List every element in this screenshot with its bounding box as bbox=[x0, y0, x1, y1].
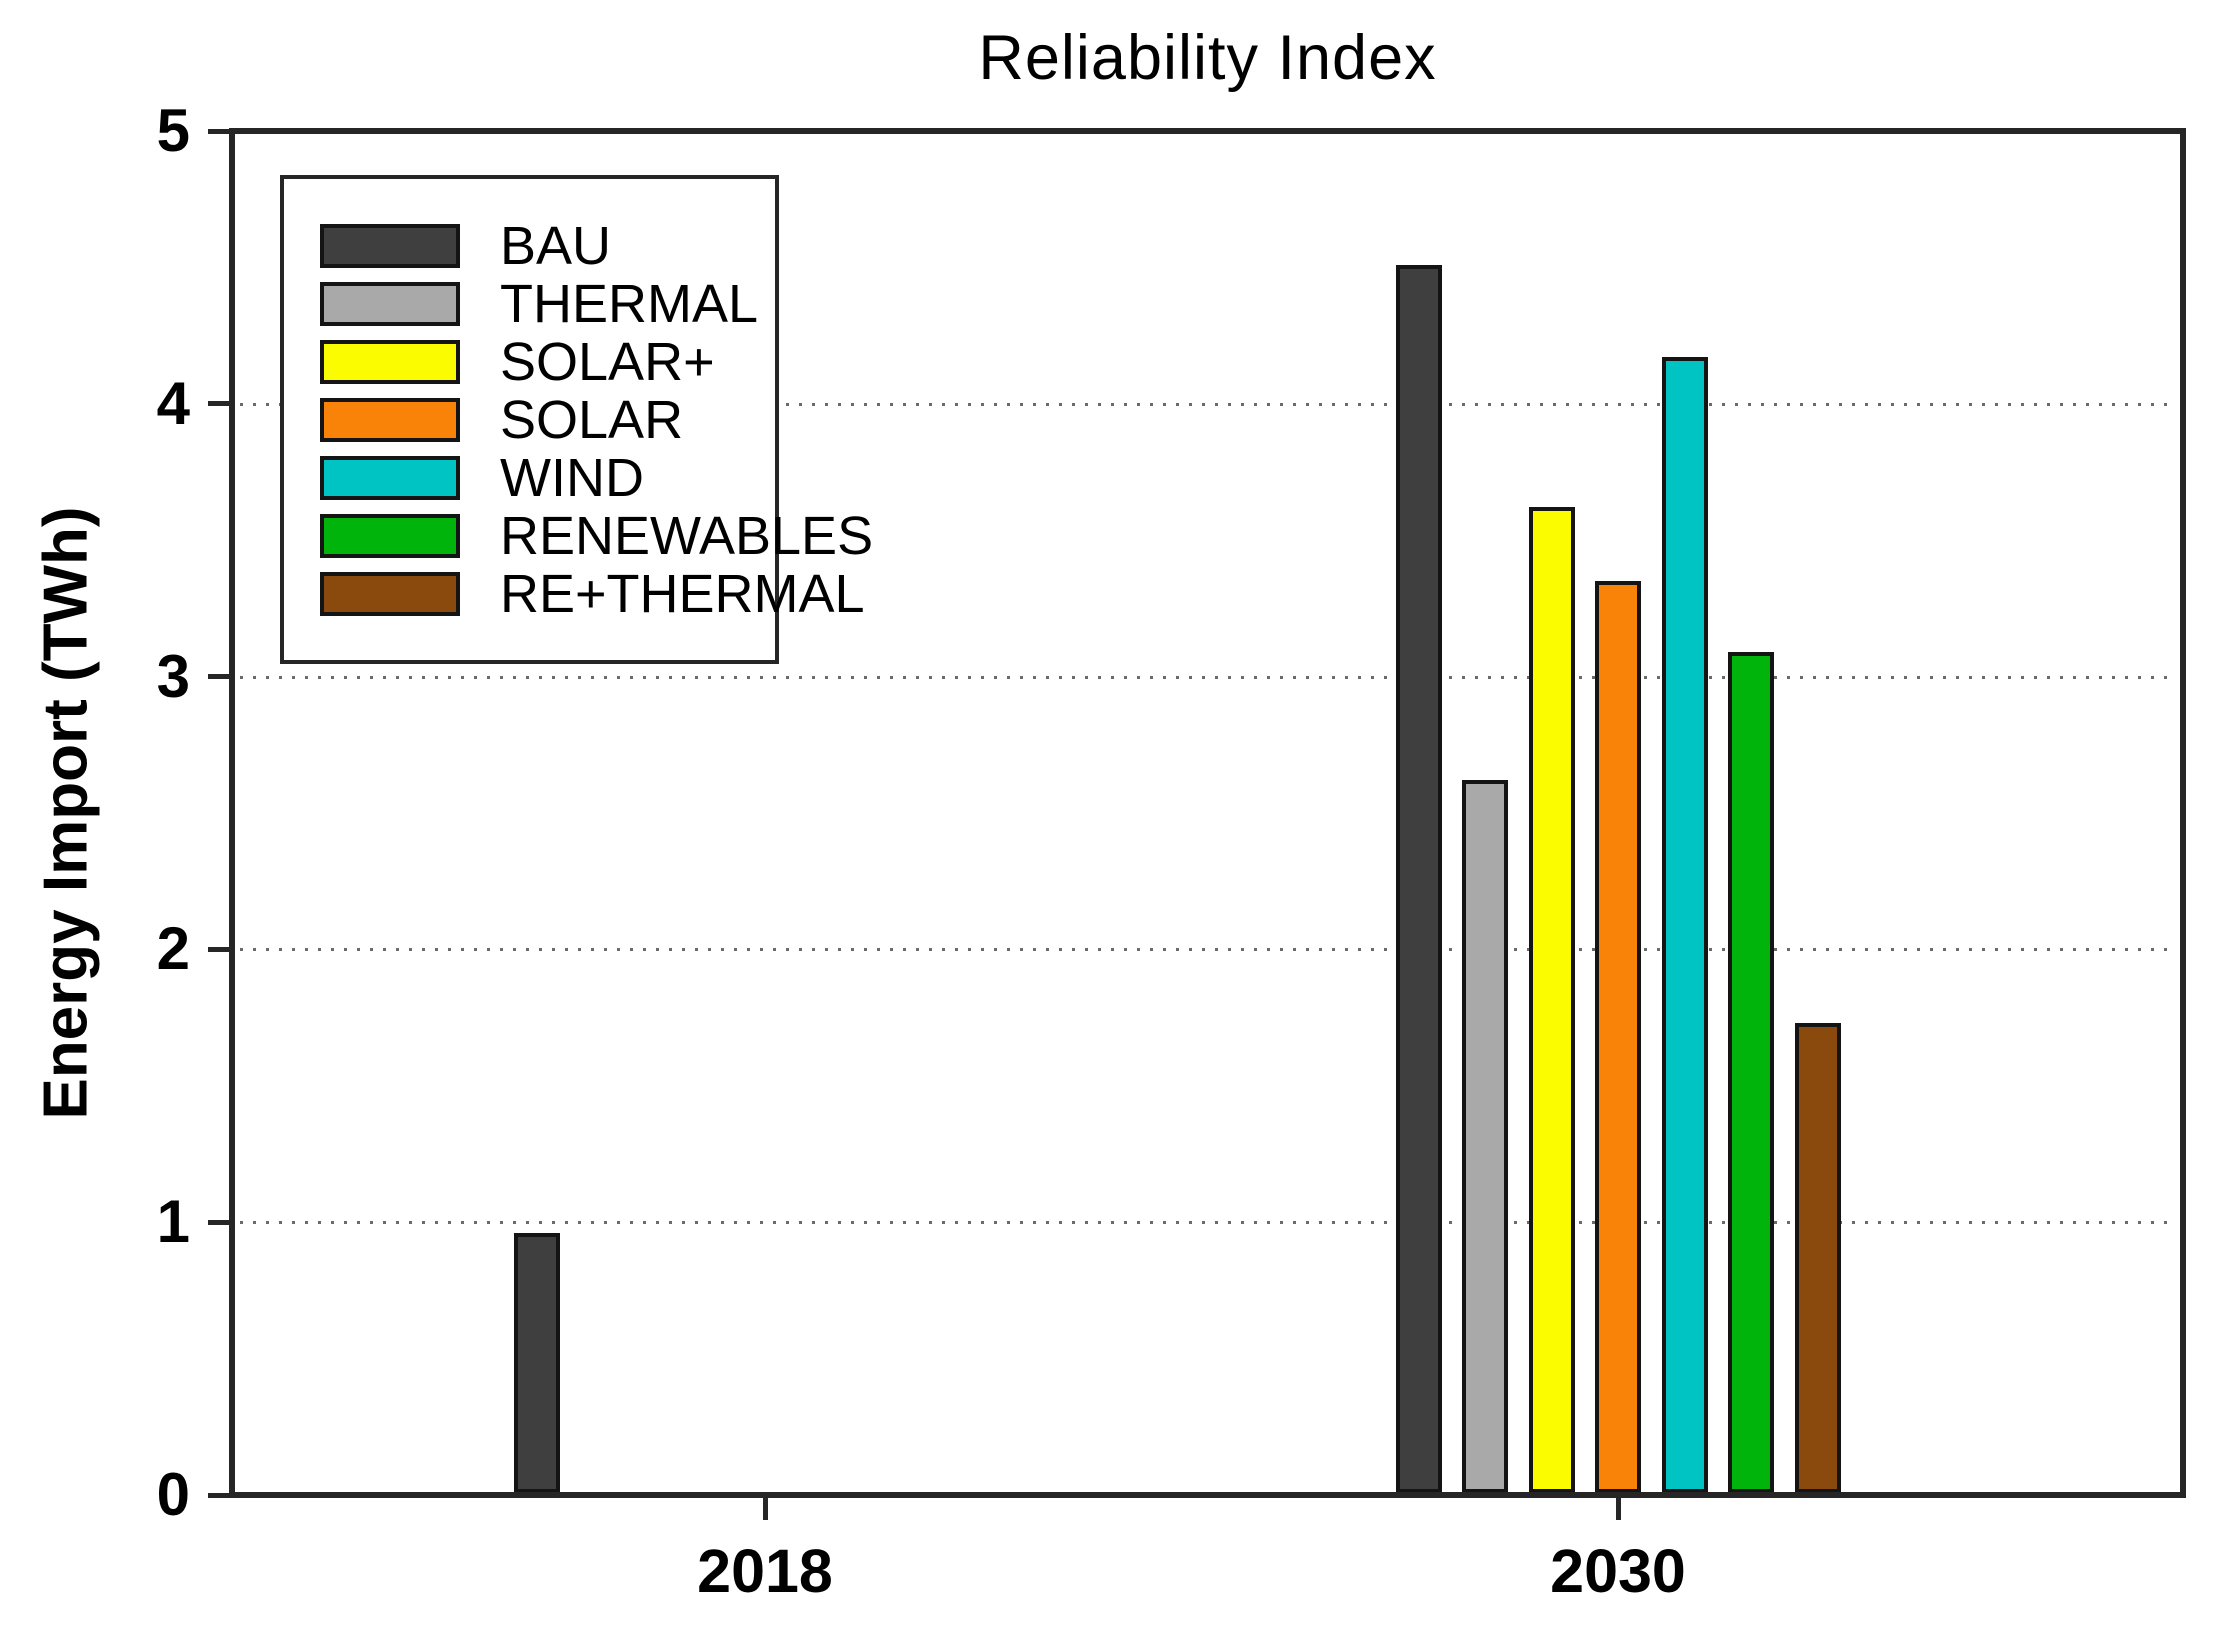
plot-area-border bbox=[229, 128, 2186, 1498]
y-axis-title: Energy Import (TWh) bbox=[31, 506, 101, 1120]
x-tick-2018 bbox=[763, 1498, 768, 1520]
legend-item-renewables: RENEWABLES bbox=[320, 506, 873, 566]
legend-swatch-renewables bbox=[320, 513, 460, 558]
bar-re-thermal-2030 bbox=[1795, 1023, 1841, 1493]
legend-label-bau: BAU bbox=[500, 215, 612, 276]
gridline-y-1 bbox=[240, 1221, 2176, 1224]
y-tick-label-2: 2 bbox=[156, 915, 190, 982]
legend-swatch-solar bbox=[320, 397, 460, 442]
gridline-y-4 bbox=[240, 403, 2176, 406]
legend-swatch-solar bbox=[320, 339, 460, 384]
legend-swatch-wind bbox=[320, 455, 460, 500]
chart-title: Reliability Index bbox=[978, 23, 1437, 93]
legend-item-re-thermal: RE+THERMAL bbox=[320, 564, 865, 624]
x-tick-2030 bbox=[1616, 1498, 1621, 1520]
legend-swatch-thermal bbox=[320, 281, 460, 326]
y-tick-0 bbox=[208, 1493, 232, 1498]
legend-swatch-re-thermal bbox=[320, 571, 460, 616]
y-tick-label-3: 3 bbox=[156, 643, 190, 710]
bar-solar-2030 bbox=[1529, 507, 1575, 1493]
bar-thermal-2030 bbox=[1462, 780, 1508, 1493]
y-tick-5 bbox=[208, 129, 232, 134]
bar-bau-2030 bbox=[1396, 265, 1442, 1493]
legend-label-renewables: RENEWABLES bbox=[500, 505, 874, 566]
y-tick-3 bbox=[208, 674, 232, 679]
bar-solar-2030 bbox=[1595, 581, 1641, 1493]
y-tick-label-4: 4 bbox=[156, 370, 190, 437]
legend-label-thermal: THERMAL bbox=[500, 273, 759, 334]
bar-renewables-2030 bbox=[1728, 652, 1774, 1493]
legend-item-solar: SOLAR+ bbox=[320, 331, 775, 392]
bar-bau-2018 bbox=[514, 1233, 560, 1493]
legend-item-thermal: THERMAL bbox=[320, 273, 775, 334]
y-tick-2 bbox=[208, 947, 232, 952]
legend-label-solar: SOLAR bbox=[500, 389, 684, 450]
y-tick-label-0: 0 bbox=[156, 1461, 190, 1528]
y-tick-1 bbox=[208, 1220, 232, 1225]
x-tick-label-2030: 2030 bbox=[1550, 1537, 1686, 1605]
gridline-y-3 bbox=[240, 676, 2176, 679]
legend-item-solar: SOLAR bbox=[320, 389, 775, 450]
y-tick-label-1: 1 bbox=[156, 1188, 190, 1255]
legend-item-wind: WIND bbox=[320, 447, 775, 508]
bar-wind-2030 bbox=[1662, 357, 1708, 1493]
y-tick-label-5: 5 bbox=[156, 97, 190, 164]
legend-label-wind: WIND bbox=[500, 447, 644, 508]
legend-label-re-thermal: RE+THERMAL bbox=[500, 563, 865, 624]
gridline-y-2 bbox=[240, 948, 2176, 951]
x-tick-label-2018: 2018 bbox=[697, 1537, 833, 1605]
legend-swatch-bau bbox=[320, 223, 460, 268]
legend-item-bau: BAU bbox=[320, 215, 775, 276]
legend: BAU THERMAL SOLAR+ SOLAR WIND RENEWABLES RE+TH… bbox=[280, 175, 873, 664]
legend-label-solar: SOLAR+ bbox=[500, 331, 715, 392]
y-tick-4 bbox=[208, 401, 232, 406]
